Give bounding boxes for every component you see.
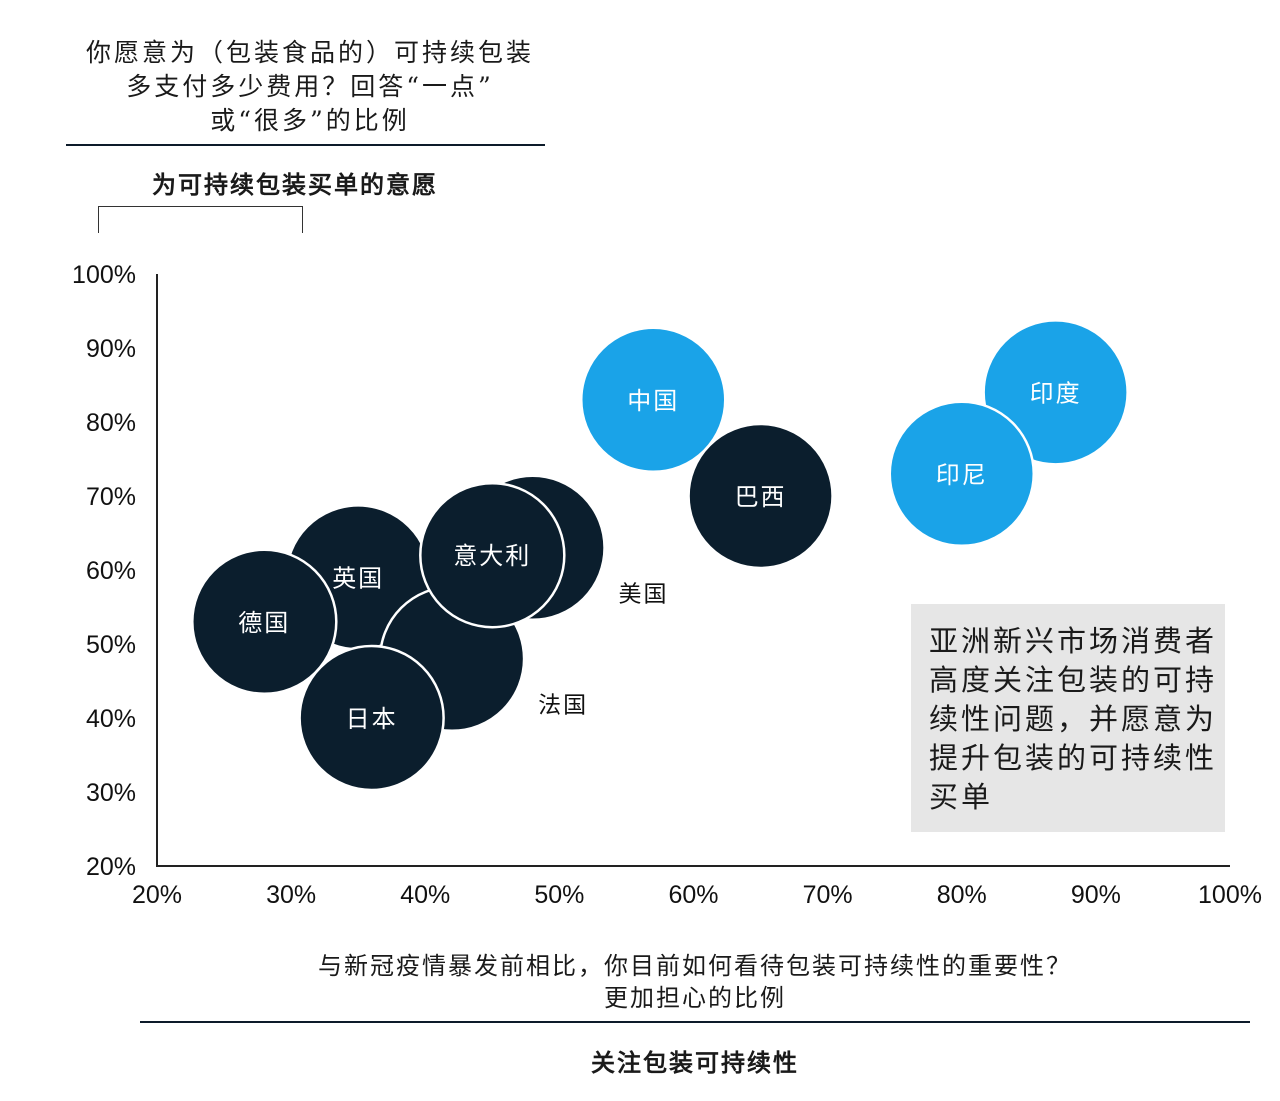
y-tick-label: 70%	[86, 483, 136, 511]
x-tick-label: 90%	[1071, 881, 1121, 909]
bubble-label: 印尼	[936, 461, 988, 489]
x-tick-label: 50%	[534, 881, 584, 909]
y-tick-label: 50%	[86, 631, 136, 659]
x-tick-label: 100%	[1198, 881, 1262, 909]
bubble-巴西	[687, 422, 834, 570]
y-axis-title-rule	[66, 144, 545, 146]
y-tick-label: 20%	[86, 853, 136, 881]
y-axis-question: 你愿意为（包装食品的）可持续包装 多支付多少费用？回答“一点” 或“很多”的比例	[40, 36, 580, 138]
bubble-label: 意大利	[453, 542, 531, 570]
x-axis-title-rule	[140, 1021, 1250, 1023]
x-tick-label: 40%	[400, 881, 450, 909]
bubble-印度	[982, 319, 1129, 466]
outside-label: 美国	[619, 581, 669, 607]
y-tick-label: 100%	[72, 261, 136, 289]
bubble-印尼	[888, 400, 1035, 548]
annotation-box: 亚洲新兴市场消费者高度关注包装的可持续性问题，并愿意为提升包装的可持续性买单	[911, 604, 1225, 832]
y-tick-label: 90%	[86, 335, 136, 363]
axis-lines	[156, 274, 1230, 867]
bubble-label: 印度	[1030, 379, 1082, 407]
y-axis-title: 为可持续包装买单的意愿	[152, 171, 438, 199]
bubble-意大利	[419, 481, 566, 629]
x-axis-question-line: 更加担心的比例	[604, 984, 786, 1012]
x-tick-label: 80%	[937, 881, 987, 909]
bubble-日本	[298, 644, 445, 792]
bubble-德国	[191, 548, 338, 696]
axes: 20% 30% 40% 50% 60% 70% 80% 90% 100% 100% 90% 80% 70…	[72, 261, 1262, 909]
annotation-text: 亚洲新兴市场消费者高度关注包装的可持续性问题，并愿意为提升包装的可持续性买单	[929, 624, 1218, 814]
y-axis-question-line: 你愿意为（包装食品的）可持续包装	[85, 38, 534, 67]
y-axis-question-line: 多支付多少费用？回答“一点”	[126, 72, 494, 101]
x-tick-label: 60%	[668, 881, 718, 909]
y-axis-question-line: 或“很多”的比例	[210, 106, 410, 135]
x-tick-label: 30%	[266, 881, 316, 909]
bubble-label: 巴西	[735, 483, 787, 511]
y-tick-label: 60%	[86, 557, 136, 585]
x-axis-question: 与新冠疫情暴发前相比，你目前如何看待包装可持续性的重要性？ 更加担心的比例	[140, 950, 1250, 1014]
bubble-中国	[580, 326, 727, 474]
x-axis-title: 关注包装可持续性	[591, 1049, 799, 1077]
y-tick-label: 80%	[86, 409, 136, 437]
x-tick-label: 70%	[803, 881, 853, 909]
bubble-label: 日本	[346, 705, 398, 733]
y-tick-label: 30%	[86, 779, 136, 807]
outside-label: 法国	[538, 692, 588, 718]
x-tick-label: 20%	[132, 881, 182, 909]
bubble-label: 英国	[332, 564, 384, 592]
bubble-label: 中国	[627, 387, 679, 415]
y-tick-label: 40%	[86, 705, 136, 733]
bubble-label: 德国	[238, 609, 290, 637]
x-axis-question-line: 与新冠疫情暴发前相比，你目前如何看待包装可持续性的重要性？	[318, 952, 1072, 980]
